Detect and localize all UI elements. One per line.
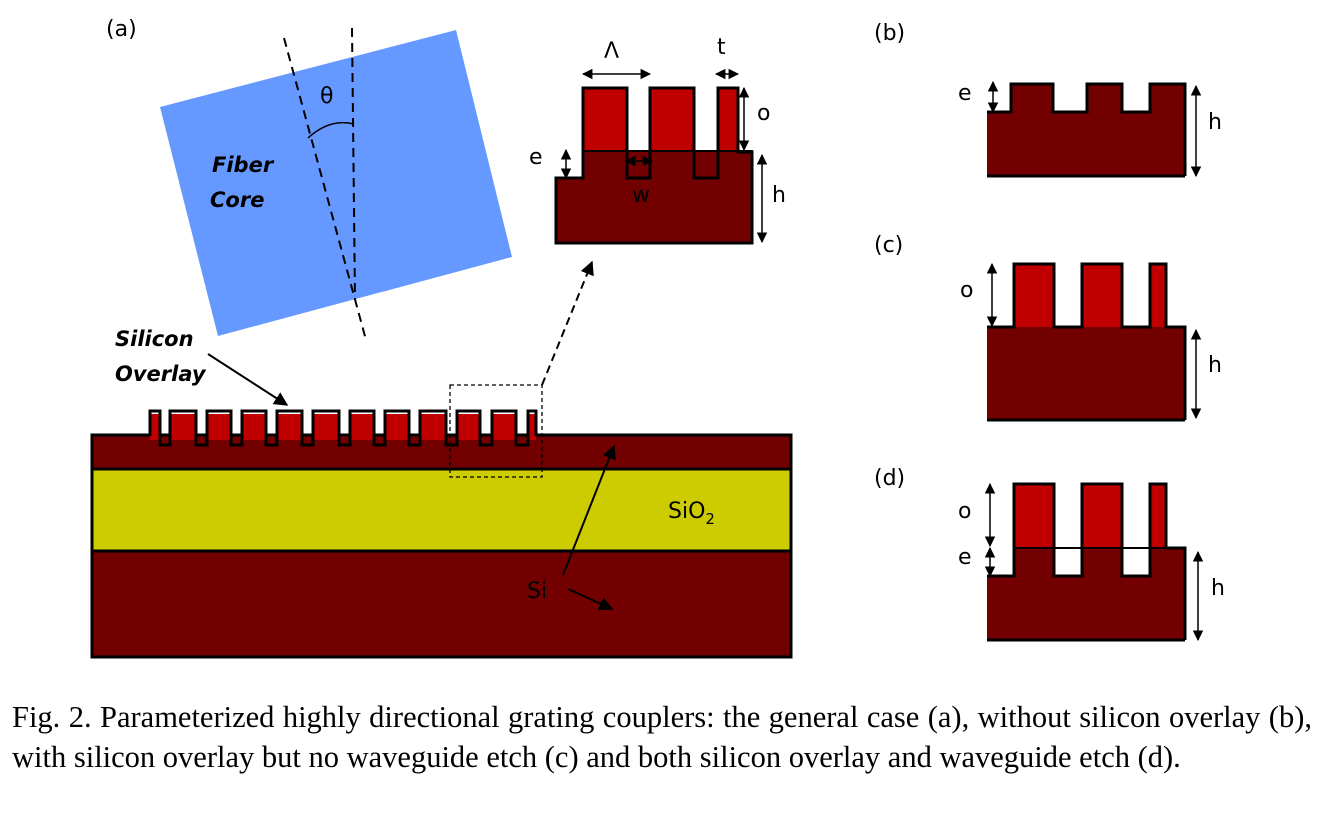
inset-overlay-tooth — [718, 88, 738, 150]
overlay-tooth — [350, 414, 374, 440]
panel-b-tooth — [1150, 84, 1185, 114]
angle-arc — [307, 121, 355, 139]
panel-d-structure — [987, 482, 1187, 642]
fiber-label-line1: Fiber — [212, 153, 275, 177]
panel-b-structure — [987, 82, 1187, 178]
angle-label: θ — [320, 84, 333, 109]
overlay-tooth — [277, 414, 302, 440]
panel-d-overlay-label: o — [958, 499, 971, 524]
trench-width-label: w — [632, 183, 650, 208]
overlay-tooth — [150, 414, 160, 440]
inset-overlay-tooth — [583, 88, 627, 150]
overlay-tooth — [170, 414, 196, 440]
fiber-core — [160, 30, 512, 336]
vertical-reference-line — [351, 27, 356, 301]
etch-depth-label: e — [529, 145, 543, 170]
panel-d-ridge — [1150, 548, 1185, 578]
overlay-label-line1: Silicon — [115, 327, 194, 351]
grating-teeth — [148, 409, 538, 447]
panel-c-height-label: h — [1208, 353, 1222, 378]
overlay-tooth — [207, 414, 231, 440]
panel-label-b: (b) — [874, 21, 905, 46]
panel-label-d: (d) — [874, 466, 905, 491]
sio2-label: SiO2 — [668, 499, 715, 528]
panel-d-height-label: h — [1211, 576, 1225, 601]
overlay-tooth — [528, 414, 536, 440]
overlay-label-line2: Overlay — [115, 362, 207, 386]
overlay-pointer-arrow — [207, 353, 289, 406]
overlay-tooth — [385, 414, 409, 440]
sio2-base: SiO — [668, 499, 705, 524]
tooth-width-label: t — [717, 35, 726, 60]
panel-c-structure — [987, 262, 1187, 422]
panel-d-ridge — [1082, 548, 1122, 578]
zoom-arrow — [541, 260, 594, 386]
panel-c-body — [987, 327, 1185, 420]
inset-overlay-tooth — [650, 88, 694, 150]
si-pointer-arrow-down — [567, 588, 614, 611]
si-pointer-arrow-up — [562, 444, 616, 576]
grating-coupler-diagram: (a) θ Fiber Core SiO2 Silicon Overlay Si… — [90, 17, 1225, 659]
panel-b-etch-label: e — [958, 81, 972, 106]
panel-b-body — [987, 112, 1185, 176]
panel-c-outline — [987, 262, 1187, 420]
panel-c-overlay-tooth — [1014, 264, 1054, 327]
panel-d-overlay-tooth — [1082, 484, 1122, 548]
panel-d-overlay-tooth — [1014, 484, 1054, 548]
overlay-tooth — [492, 414, 516, 440]
panel-d-ridge — [1014, 548, 1054, 578]
sio2-layer — [90, 467, 793, 553]
panel-b-outline — [987, 82, 1187, 176]
inset-detail — [554, 86, 754, 245]
panel-b-height-label: h — [1208, 110, 1222, 135]
sio2-subscript: 2 — [705, 510, 715, 528]
inset-si-body — [556, 178, 752, 243]
panel-b-tooth — [1087, 84, 1122, 114]
panel-d-body — [987, 576, 1185, 640]
overlay-tooth — [420, 414, 446, 440]
fiber-label-line2: Core — [210, 188, 264, 212]
overlay-tooth — [242, 414, 266, 440]
panel-d-outline — [987, 482, 1187, 640]
panel-c-overlay-label: o — [960, 278, 973, 303]
si-label: Si — [527, 579, 547, 604]
panel-label-c: (c) — [874, 233, 903, 258]
panel-c-overlay-tooth — [1150, 264, 1166, 327]
overlay-height-label: o — [757, 101, 770, 126]
period-label: Λ — [604, 39, 619, 64]
panel-d-overlay-tooth — [1150, 484, 1166, 548]
inset-si-ridge — [583, 150, 753, 180]
panel-c-overlay-tooth — [1082, 264, 1122, 327]
panel-b-tooth — [1011, 84, 1053, 114]
fiber-axis-line — [283, 37, 367, 341]
zoom-box — [449, 384, 543, 478]
overlay-tooth — [313, 414, 339, 440]
figure-caption: Fig. 2. Parameterized highly directional… — [12, 700, 1312, 774]
overlay-tooth — [457, 414, 480, 440]
grating-outline — [148, 409, 538, 447]
waveguide-height-label: h — [772, 183, 786, 208]
si-substrate — [90, 549, 793, 659]
panel-d-etch-label: e — [958, 545, 972, 570]
panel-label-a: (a) — [106, 17, 137, 42]
